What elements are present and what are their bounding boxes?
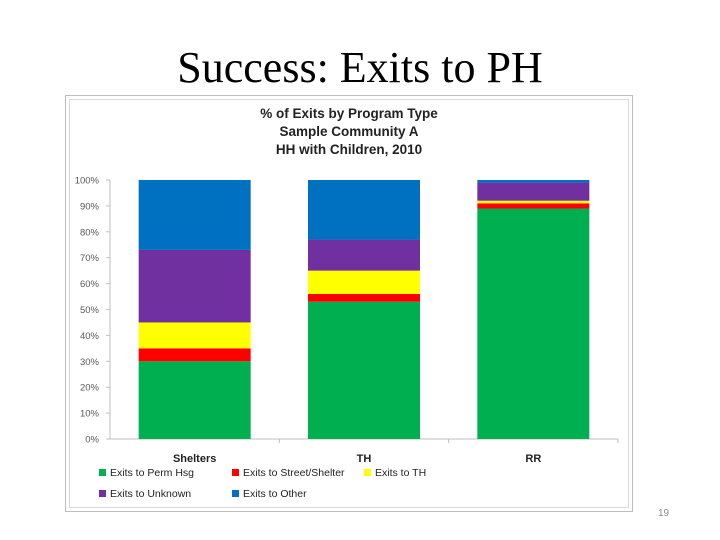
- y-tick-label: 60%: [80, 279, 100, 290]
- legend-label: Exits to Perm Hsg: [110, 467, 194, 479]
- legend-swatch: [364, 469, 371, 476]
- chart-title-line-3: HH with Children, 2010: [275, 142, 423, 157]
- bar-segment: [308, 180, 420, 240]
- bar-segment: [308, 270, 420, 294]
- bar-segment: [308, 239, 420, 271]
- y-tick-label: 100%: [75, 176, 100, 187]
- legend-label: Exits to TH: [375, 467, 426, 479]
- bar-segment: [138, 249, 251, 323]
- bar-segment: [138, 180, 251, 250]
- x-tick-label: Shelters: [173, 453, 216, 465]
- chart-title-line-2: Sample Community A: [279, 124, 419, 139]
- bar-segment: [477, 208, 590, 439]
- bar-segment: [138, 322, 251, 349]
- legend-swatch: [99, 490, 106, 497]
- bar-segment: [477, 203, 590, 209]
- bar-segment: [308, 293, 420, 302]
- legend-swatch: [232, 469, 239, 476]
- bar-segment: [477, 200, 590, 204]
- legend-label: Exits to Other: [243, 488, 307, 500]
- legend-label: Exits to Street/Shelter: [243, 467, 345, 479]
- legend-swatch: [232, 490, 239, 497]
- bar-segment: [138, 361, 251, 439]
- page-number: 19: [658, 508, 670, 519]
- y-tick-label: 10%: [80, 409, 100, 420]
- y-tick-label: 30%: [80, 357, 100, 368]
- x-tick-label: TH: [357, 453, 372, 465]
- legend-label: Exits to Unknown: [110, 488, 191, 500]
- stacked-bar-chart: 0% 10% 20% 30% 40% 50% 60% 70% 80% 90% 100% Shelter…: [75, 176, 619, 500]
- y-tick-label: 50%: [80, 305, 100, 316]
- bar-segment: [477, 180, 590, 183]
- y-tick-label: 40%: [80, 331, 100, 342]
- y-tick-label: 70%: [80, 253, 100, 264]
- chart-title-line-1: % of Exits by Program Type: [260, 106, 438, 121]
- chart-frame: % of Exits by Program Type Sample Commun…: [65, 95, 633, 512]
- slide-title: Success: Exits to PH: [177, 43, 543, 92]
- legend-swatch: [99, 469, 106, 476]
- bar-segment: [477, 182, 590, 201]
- bar-segment: [138, 348, 251, 362]
- y-tick-label: 90%: [80, 201, 100, 212]
- y-tick-label: 80%: [80, 227, 100, 238]
- y-tick-label: 0%: [85, 435, 99, 446]
- x-tick-label: RR: [525, 453, 541, 465]
- y-tick-label: 20%: [80, 383, 100, 394]
- bar-segment: [308, 301, 420, 439]
- chart-title: % of Exits by Program Type Sample Commun…: [66, 105, 632, 159]
